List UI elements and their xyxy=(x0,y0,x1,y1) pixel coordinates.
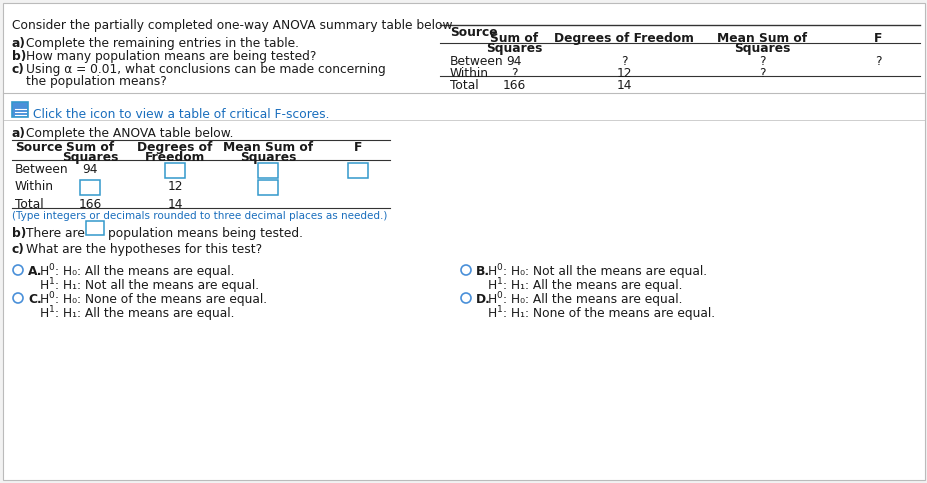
Text: Degrees of: Degrees of xyxy=(137,141,212,154)
Text: F: F xyxy=(873,32,882,45)
Text: 1: 1 xyxy=(48,278,54,286)
Bar xyxy=(86,221,104,235)
Text: ?: ? xyxy=(874,55,881,68)
Text: B.: B. xyxy=(476,265,489,278)
Text: Source: Source xyxy=(450,26,497,39)
Text: : H₀: All the means are equal.: : H₀: All the means are equal. xyxy=(55,265,235,278)
Text: Complete the remaining entries in the table.: Complete the remaining entries in the ta… xyxy=(26,37,298,50)
Text: 1: 1 xyxy=(496,278,502,286)
Text: the population means?: the population means? xyxy=(26,75,167,88)
Text: : H₀: All the means are equal.: : H₀: All the means are equal. xyxy=(502,293,681,306)
Text: 0: 0 xyxy=(48,292,54,300)
Text: Total: Total xyxy=(450,79,478,92)
Text: b): b) xyxy=(12,227,26,240)
Text: population means being tested.: population means being tested. xyxy=(108,227,303,240)
Text: 166: 166 xyxy=(502,79,525,92)
Text: Between: Between xyxy=(450,55,503,68)
Text: Complete the ANOVA table below.: Complete the ANOVA table below. xyxy=(26,127,234,140)
Text: Sum of: Sum of xyxy=(66,141,114,154)
Text: Freedom: Freedom xyxy=(145,151,205,164)
Text: Source: Source xyxy=(15,141,62,154)
Text: H: H xyxy=(488,293,497,306)
Text: 12: 12 xyxy=(616,67,631,80)
Text: c): c) xyxy=(12,243,25,256)
Text: H: H xyxy=(40,307,49,320)
Text: a): a) xyxy=(12,127,26,140)
Bar xyxy=(12,102,28,117)
Bar xyxy=(80,180,100,195)
Text: 0: 0 xyxy=(496,292,502,300)
Text: Between: Between xyxy=(15,163,69,176)
Text: Within: Within xyxy=(15,180,54,193)
Text: Mean Sum of: Mean Sum of xyxy=(717,32,806,45)
Text: How many population means are being tested?: How many population means are being test… xyxy=(26,50,316,63)
Text: 1: 1 xyxy=(496,306,502,314)
Text: 14: 14 xyxy=(167,198,183,211)
Text: 94: 94 xyxy=(83,163,97,176)
Text: Squares: Squares xyxy=(486,42,541,55)
Text: H: H xyxy=(40,279,49,292)
Text: 0: 0 xyxy=(496,264,502,272)
Text: 1: 1 xyxy=(48,306,54,314)
Text: : H₁: All the means are equal.: : H₁: All the means are equal. xyxy=(502,279,681,292)
Text: : H₁: All the means are equal.: : H₁: All the means are equal. xyxy=(55,307,235,320)
Text: c): c) xyxy=(12,63,25,76)
Text: Total: Total xyxy=(15,198,44,211)
Text: Sum of: Sum of xyxy=(489,32,538,45)
Text: Within: Within xyxy=(450,67,489,80)
Text: C.: C. xyxy=(28,293,42,306)
Text: Squares: Squares xyxy=(239,151,296,164)
Text: H: H xyxy=(488,307,497,320)
Text: 12: 12 xyxy=(167,180,183,193)
Text: 94: 94 xyxy=(506,55,521,68)
Text: ?: ? xyxy=(620,55,627,68)
Text: Mean Sum of: Mean Sum of xyxy=(222,141,312,154)
Text: b): b) xyxy=(12,50,26,63)
Text: Squares: Squares xyxy=(62,151,118,164)
Text: ?: ? xyxy=(758,55,765,68)
Text: : H₀: None of the means are equal.: : H₀: None of the means are equal. xyxy=(55,293,267,306)
Text: H: H xyxy=(40,265,49,278)
Text: Click the icon to view a table of critical F-scores.: Click the icon to view a table of critic… xyxy=(33,108,329,121)
Text: Degrees of Freedom: Degrees of Freedom xyxy=(553,32,693,45)
Text: : H₁: Not all the means are equal.: : H₁: Not all the means are equal. xyxy=(55,279,259,292)
Text: F: F xyxy=(353,141,362,154)
Bar xyxy=(258,180,278,195)
Bar xyxy=(258,162,278,177)
Text: What are the hypotheses for this test?: What are the hypotheses for this test? xyxy=(26,243,261,256)
Text: ?: ? xyxy=(758,67,765,80)
Text: : H₁: None of the means are equal.: : H₁: None of the means are equal. xyxy=(502,307,715,320)
Text: 166: 166 xyxy=(78,198,102,211)
Text: Consider the partially completed one-way ANOVA summary table below.: Consider the partially completed one-way… xyxy=(12,19,455,32)
Text: H: H xyxy=(488,265,497,278)
Bar xyxy=(165,162,184,177)
Text: H: H xyxy=(488,279,497,292)
Text: : H₀: Not all the means are equal.: : H₀: Not all the means are equal. xyxy=(502,265,706,278)
Text: A.: A. xyxy=(28,265,43,278)
Text: (Type integers or decimals rounded to three decimal places as needed.): (Type integers or decimals rounded to th… xyxy=(12,211,387,221)
Text: ?: ? xyxy=(510,67,516,80)
Text: D.: D. xyxy=(476,293,490,306)
Text: Squares: Squares xyxy=(733,42,789,55)
Text: a): a) xyxy=(12,37,26,50)
Bar xyxy=(348,162,368,177)
Text: 14: 14 xyxy=(616,79,631,92)
Text: H: H xyxy=(40,293,49,306)
Text: 0: 0 xyxy=(48,264,54,272)
Text: There are: There are xyxy=(26,227,84,240)
Text: Using α = 0.01, what conclusions can be made concerning: Using α = 0.01, what conclusions can be … xyxy=(26,63,386,76)
